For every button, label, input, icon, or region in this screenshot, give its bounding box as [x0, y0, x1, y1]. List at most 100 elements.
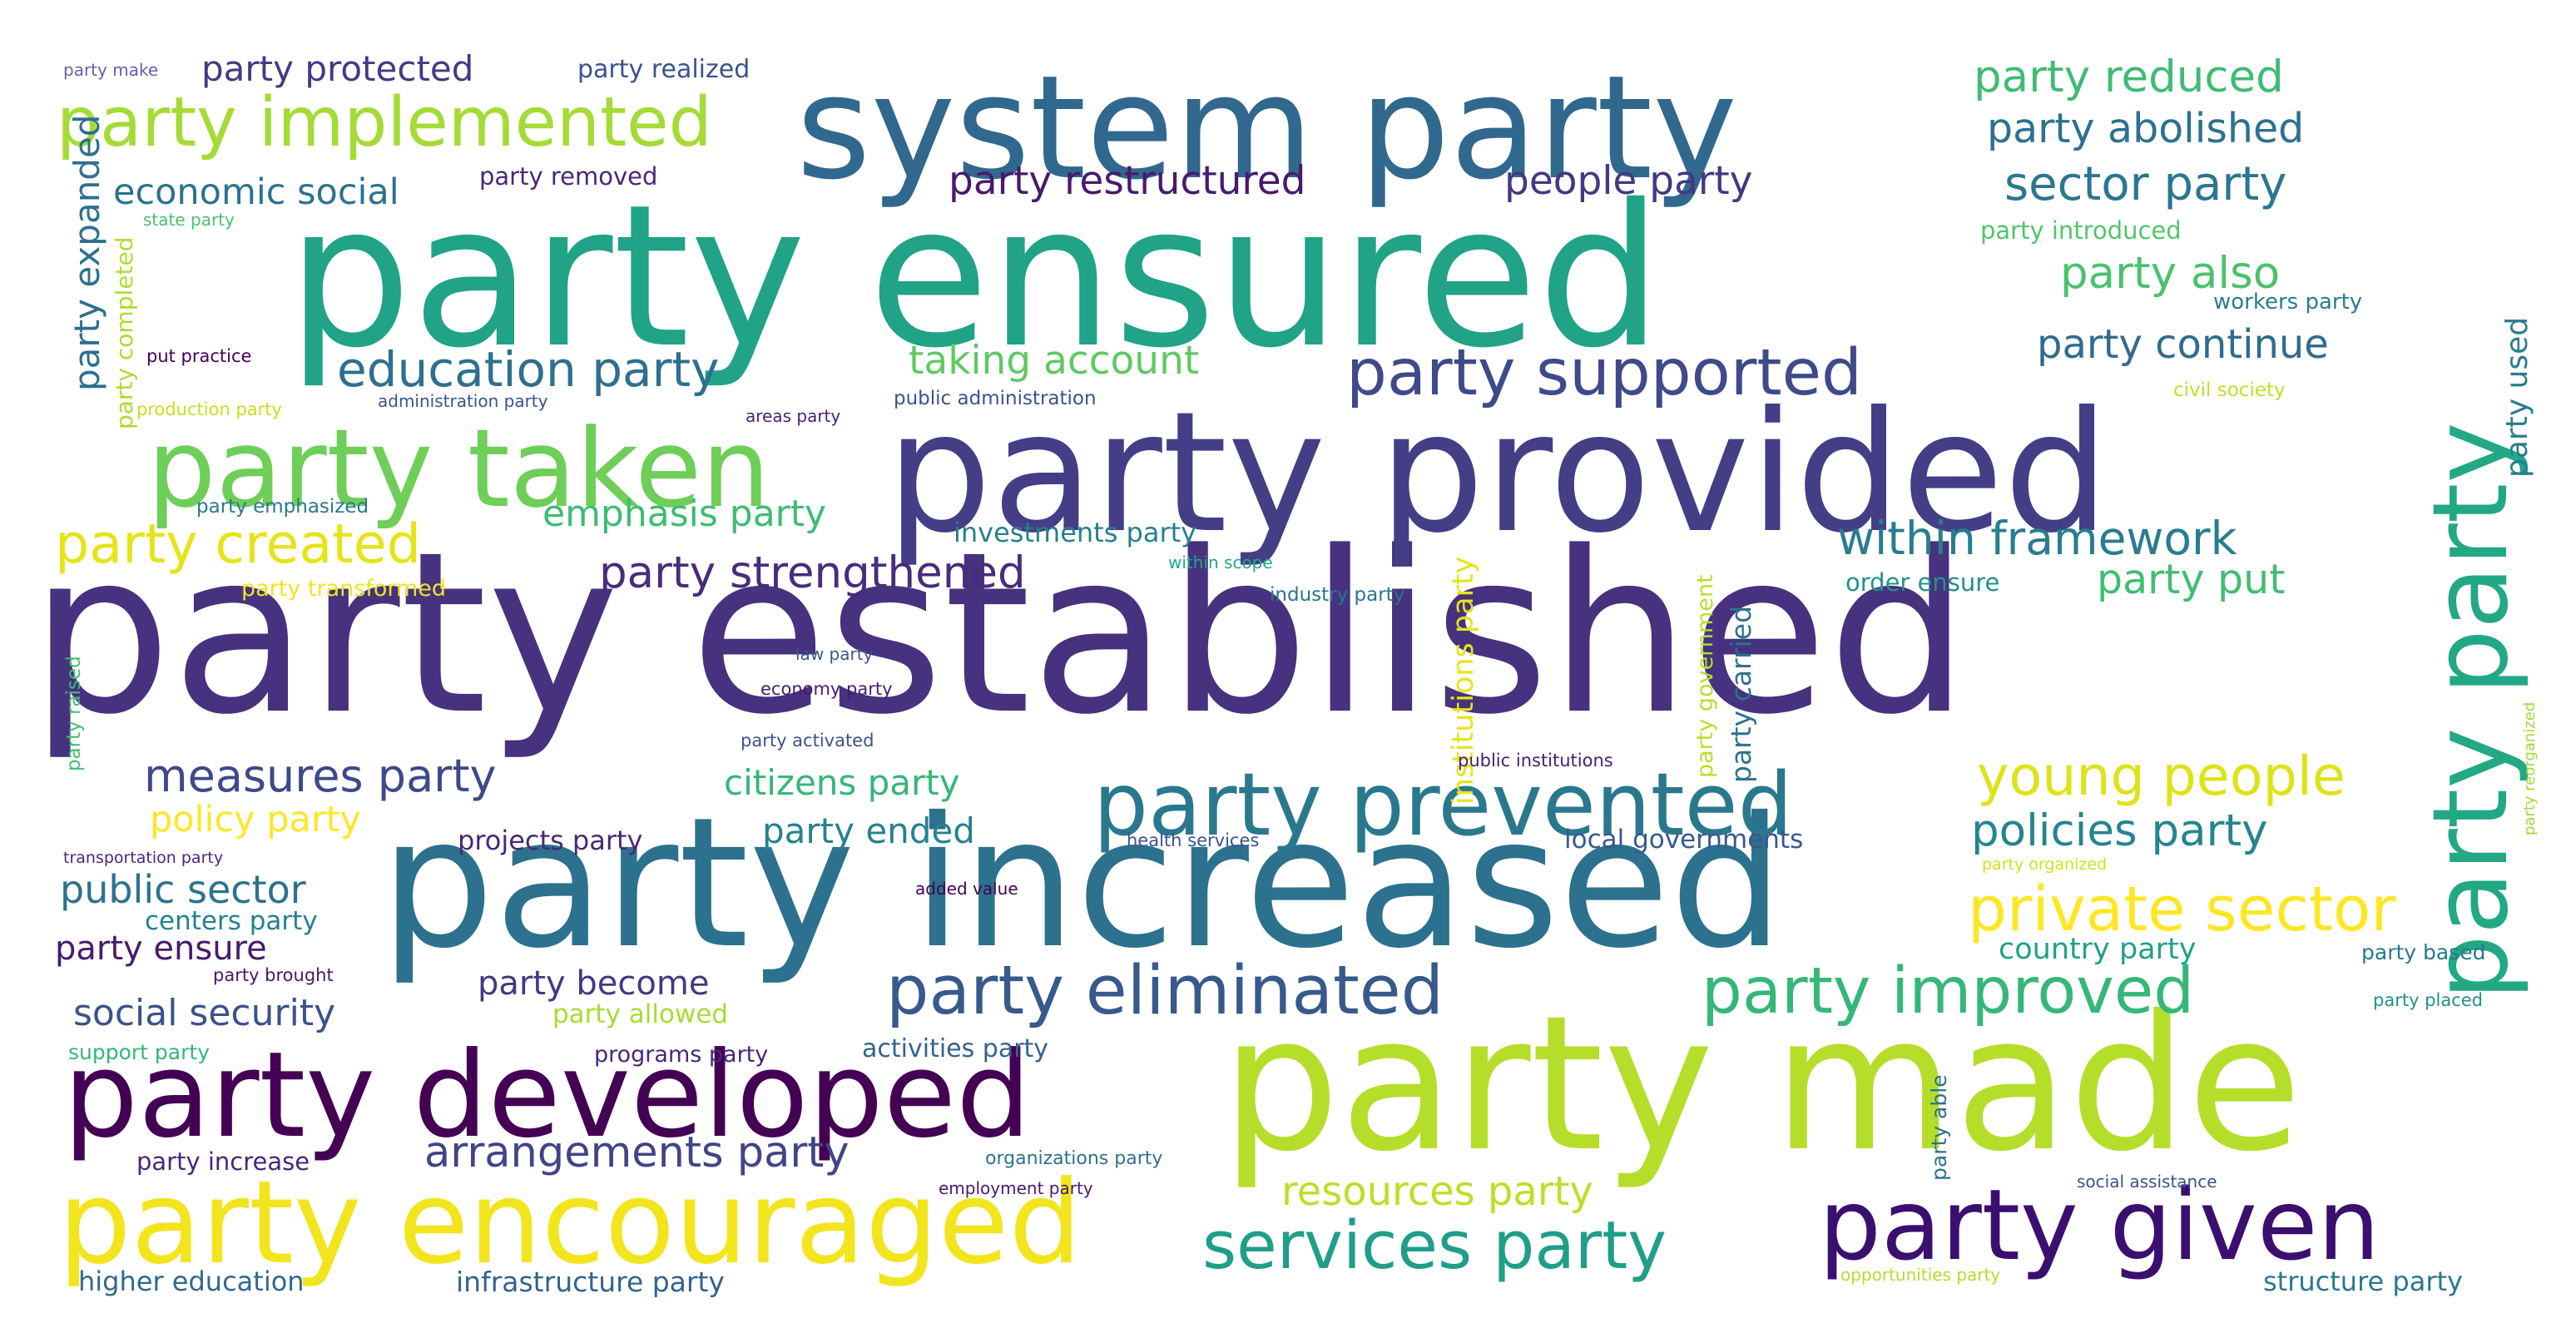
word: administration party [378, 391, 548, 411]
word: party eliminated [886, 952, 1444, 1030]
word: party used [2500, 316, 2534, 478]
word: party raised [63, 656, 85, 771]
word: party supported [1346, 336, 1862, 410]
word: within scope [1168, 553, 1273, 572]
word: party implemented [57, 83, 712, 162]
word: education party [337, 341, 720, 398]
word: support party [68, 1040, 210, 1064]
word: party also [2060, 248, 2281, 299]
word: party strengthened [599, 548, 1026, 598]
word: party increase [136, 1147, 310, 1176]
word: party organized [1982, 855, 2108, 874]
word: party realized [577, 55, 751, 84]
word: order ensure [1845, 568, 2000, 597]
word: party emphasized [196, 496, 369, 518]
word: party transformed [241, 576, 447, 602]
word: policies party [1971, 805, 2268, 856]
word: party carried [1725, 605, 1757, 783]
word: party provided [886, 376, 2110, 570]
word: party ensured [287, 162, 1662, 391]
word: state party [143, 210, 235, 230]
word: party activated [741, 731, 874, 751]
word: party continue [2037, 321, 2329, 368]
word: party improved [1702, 954, 2195, 1028]
word: structure party [2263, 1266, 2463, 1297]
word: resources party [1281, 1168, 1593, 1215]
word: party given [1819, 1167, 2380, 1282]
word: people party [1504, 158, 1753, 204]
word: industry party [1270, 584, 1405, 606]
word: economy party [760, 679, 893, 699]
word: party placed [2373, 990, 2483, 1010]
word: law party [795, 644, 874, 664]
word: transportation party [63, 849, 224, 867]
word: areas party [746, 406, 841, 426]
word: public institutions [1458, 751, 1613, 771]
word: taking account [909, 338, 1200, 384]
word: public sector [60, 867, 306, 912]
word: party established [30, 504, 1969, 764]
word: production party [136, 399, 282, 419]
word: emphasis party [542, 493, 827, 535]
word: party encouraged [58, 1156, 1082, 1290]
word: party reduced [1974, 52, 2284, 102]
word: put practice [146, 346, 252, 366]
word: citizens party [724, 762, 960, 803]
word: party brought [213, 965, 334, 985]
word: investments party [954, 517, 1197, 548]
word: party introduced [1980, 216, 2182, 245]
word: economic social [113, 171, 399, 213]
word: party ended [762, 810, 975, 851]
word: employment party [939, 1178, 1093, 1198]
word: party party [2411, 422, 2531, 1000]
word: party based [2361, 940, 2486, 964]
word: party become [478, 964, 710, 1003]
word: added value [915, 879, 1018, 899]
word: organizations party [985, 1148, 1163, 1169]
word: infrastructure party [456, 1266, 725, 1298]
word: services party [1202, 1207, 1667, 1284]
word: party developed [63, 1027, 1032, 1164]
word: party able [1927, 1074, 1951, 1181]
word: party government [1692, 574, 1718, 778]
word: party completed [111, 236, 138, 429]
word: centers party [145, 906, 318, 936]
word: party put [2097, 556, 2286, 603]
word: higher education [78, 1266, 305, 1297]
word-cloud: party established party ensured party in… [30, 40, 2541, 1298]
word: civil society [2173, 379, 2286, 401]
word: local governments [1564, 825, 1804, 855]
word: party increased [380, 779, 1784, 988]
word: programs party [594, 1042, 769, 1068]
word: private sector [1968, 874, 2396, 945]
word: party protected [201, 48, 474, 89]
word: sector party [2004, 157, 2287, 211]
word: projects party [458, 825, 643, 856]
word: party created [55, 513, 422, 576]
word: party ensure [55, 929, 267, 968]
word: party taken [147, 405, 770, 532]
word: within framework [1837, 512, 2237, 565]
word: public administration [894, 388, 1097, 409]
word: country party [1999, 933, 2197, 966]
word: party make [63, 60, 159, 80]
word: party restructured [949, 158, 1306, 204]
word: young people [1977, 746, 2346, 808]
word: health services [1127, 830, 1260, 850]
word: party reorganized [2521, 701, 2539, 835]
word: system party [796, 44, 1738, 211]
word: arrangements party [424, 1128, 850, 1177]
word: opportunities party [1840, 1265, 2001, 1285]
word: party abolished [1987, 105, 2305, 152]
word: party removed [479, 162, 658, 191]
word: party expanded [67, 114, 107, 391]
word: party made [1221, 975, 2302, 1192]
word: policy party [150, 799, 361, 840]
word: party allowed [552, 999, 729, 1029]
word: party prevented [1093, 754, 1793, 855]
word: activities party [862, 1034, 1049, 1063]
word: social assistance [2077, 1172, 2217, 1192]
word: social security [73, 992, 336, 1034]
word: workers party [2213, 290, 2363, 315]
